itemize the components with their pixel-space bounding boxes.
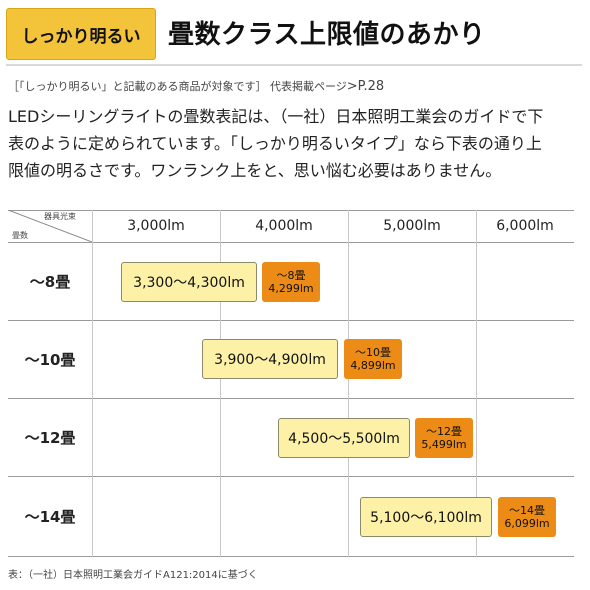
description-line: 限値の明るさです。ワンランク上をと、思い悩む必要はありません。 <box>8 161 502 180</box>
corner-label-tatami: 畳数 <box>12 231 28 240</box>
row-header: ～12畳 <box>24 428 76 447</box>
lumen-range-box: 3,900～4,900lm <box>202 339 338 379</box>
row-divider <box>8 320 574 321</box>
lumen-table: 器具光束 畳数 3,000lm 4,000lm 5,000lm 6,000lm … <box>8 210 574 557</box>
upper-limit-box: ～14畳 6,099lm <box>498 497 556 537</box>
upper-limit-lumen: 4,899lm <box>350 359 396 372</box>
upper-limit-lumen: 6,099lm <box>504 517 550 530</box>
upper-limit-box: ～8畳 4,299lm <box>262 262 320 302</box>
lumen-range-box: 4,500～5,500lm <box>278 418 410 458</box>
page-title: 畳数クラス上限値のあかり <box>168 20 486 50</box>
row-divider <box>8 476 574 477</box>
table-top-border <box>8 210 574 211</box>
page-reference-link[interactable]: >P.28 <box>346 79 385 94</box>
description-line: LEDシーリングライトの畳数表記は、（一社）日本照明工業会のガイドで下 <box>8 107 544 126</box>
upper-limit-lumen: 4,299lm <box>268 282 314 295</box>
target-note-text: ［「しっかり明るい」と記載のある商品が対象です］ 代表掲載ページ <box>8 80 347 93</box>
table-bottom-border <box>8 556 574 557</box>
description-paragraph: LEDシーリングライトの畳数表記は、（一社）日本照明工業会のガイドで下 表のよう… <box>8 103 586 184</box>
lumen-range-box: 3,300～4,300lm <box>121 262 257 302</box>
column-divider <box>92 210 93 557</box>
header-divider <box>8 242 574 243</box>
upper-limit-tatami: ～10畳 <box>355 346 391 359</box>
corner-label-flux: 器具光束 <box>44 212 76 221</box>
row-header: ～10畳 <box>24 350 76 369</box>
row-header: ～14畳 <box>24 507 76 526</box>
column-header: 4,000lm <box>255 218 313 234</box>
upper-limit-tatami: ～12畳 <box>426 425 462 438</box>
description-line: 表のように定められています。「しっかり明るいタイプ」なら下表の通り上 <box>8 134 542 153</box>
column-header: 6,000lm <box>496 218 554 234</box>
column-divider <box>220 210 221 557</box>
source-note: 表：（一社）日本照明工業会ガイドA121:2014に基づく <box>8 570 258 581</box>
column-header: 5,000lm <box>383 218 441 234</box>
category-badge: しっかり明るい <box>6 8 156 60</box>
upper-limit-tatami: ～8畳 <box>276 269 306 282</box>
corner-diagonal <box>8 210 92 242</box>
row-divider <box>8 398 574 399</box>
upper-limit-box: ～12畳 5,499lm <box>415 418 473 458</box>
column-divider <box>348 210 349 557</box>
target-note: ［「しっかり明るい」と記載のある商品が対象です］ 代表掲載ページ>P.28 <box>8 78 384 94</box>
column-header: 3,000lm <box>127 218 185 234</box>
upper-limit-tatami: ～14畳 <box>509 504 545 517</box>
lumen-range-box: 5,100～6,100lm <box>360 497 492 537</box>
upper-limit-lumen: 5,499lm <box>421 438 467 451</box>
upper-limit-box: ～10畳 4,899lm <box>344 339 402 379</box>
column-divider <box>476 210 477 557</box>
row-header: ～8畳 <box>29 272 71 291</box>
title-divider <box>6 64 582 66</box>
